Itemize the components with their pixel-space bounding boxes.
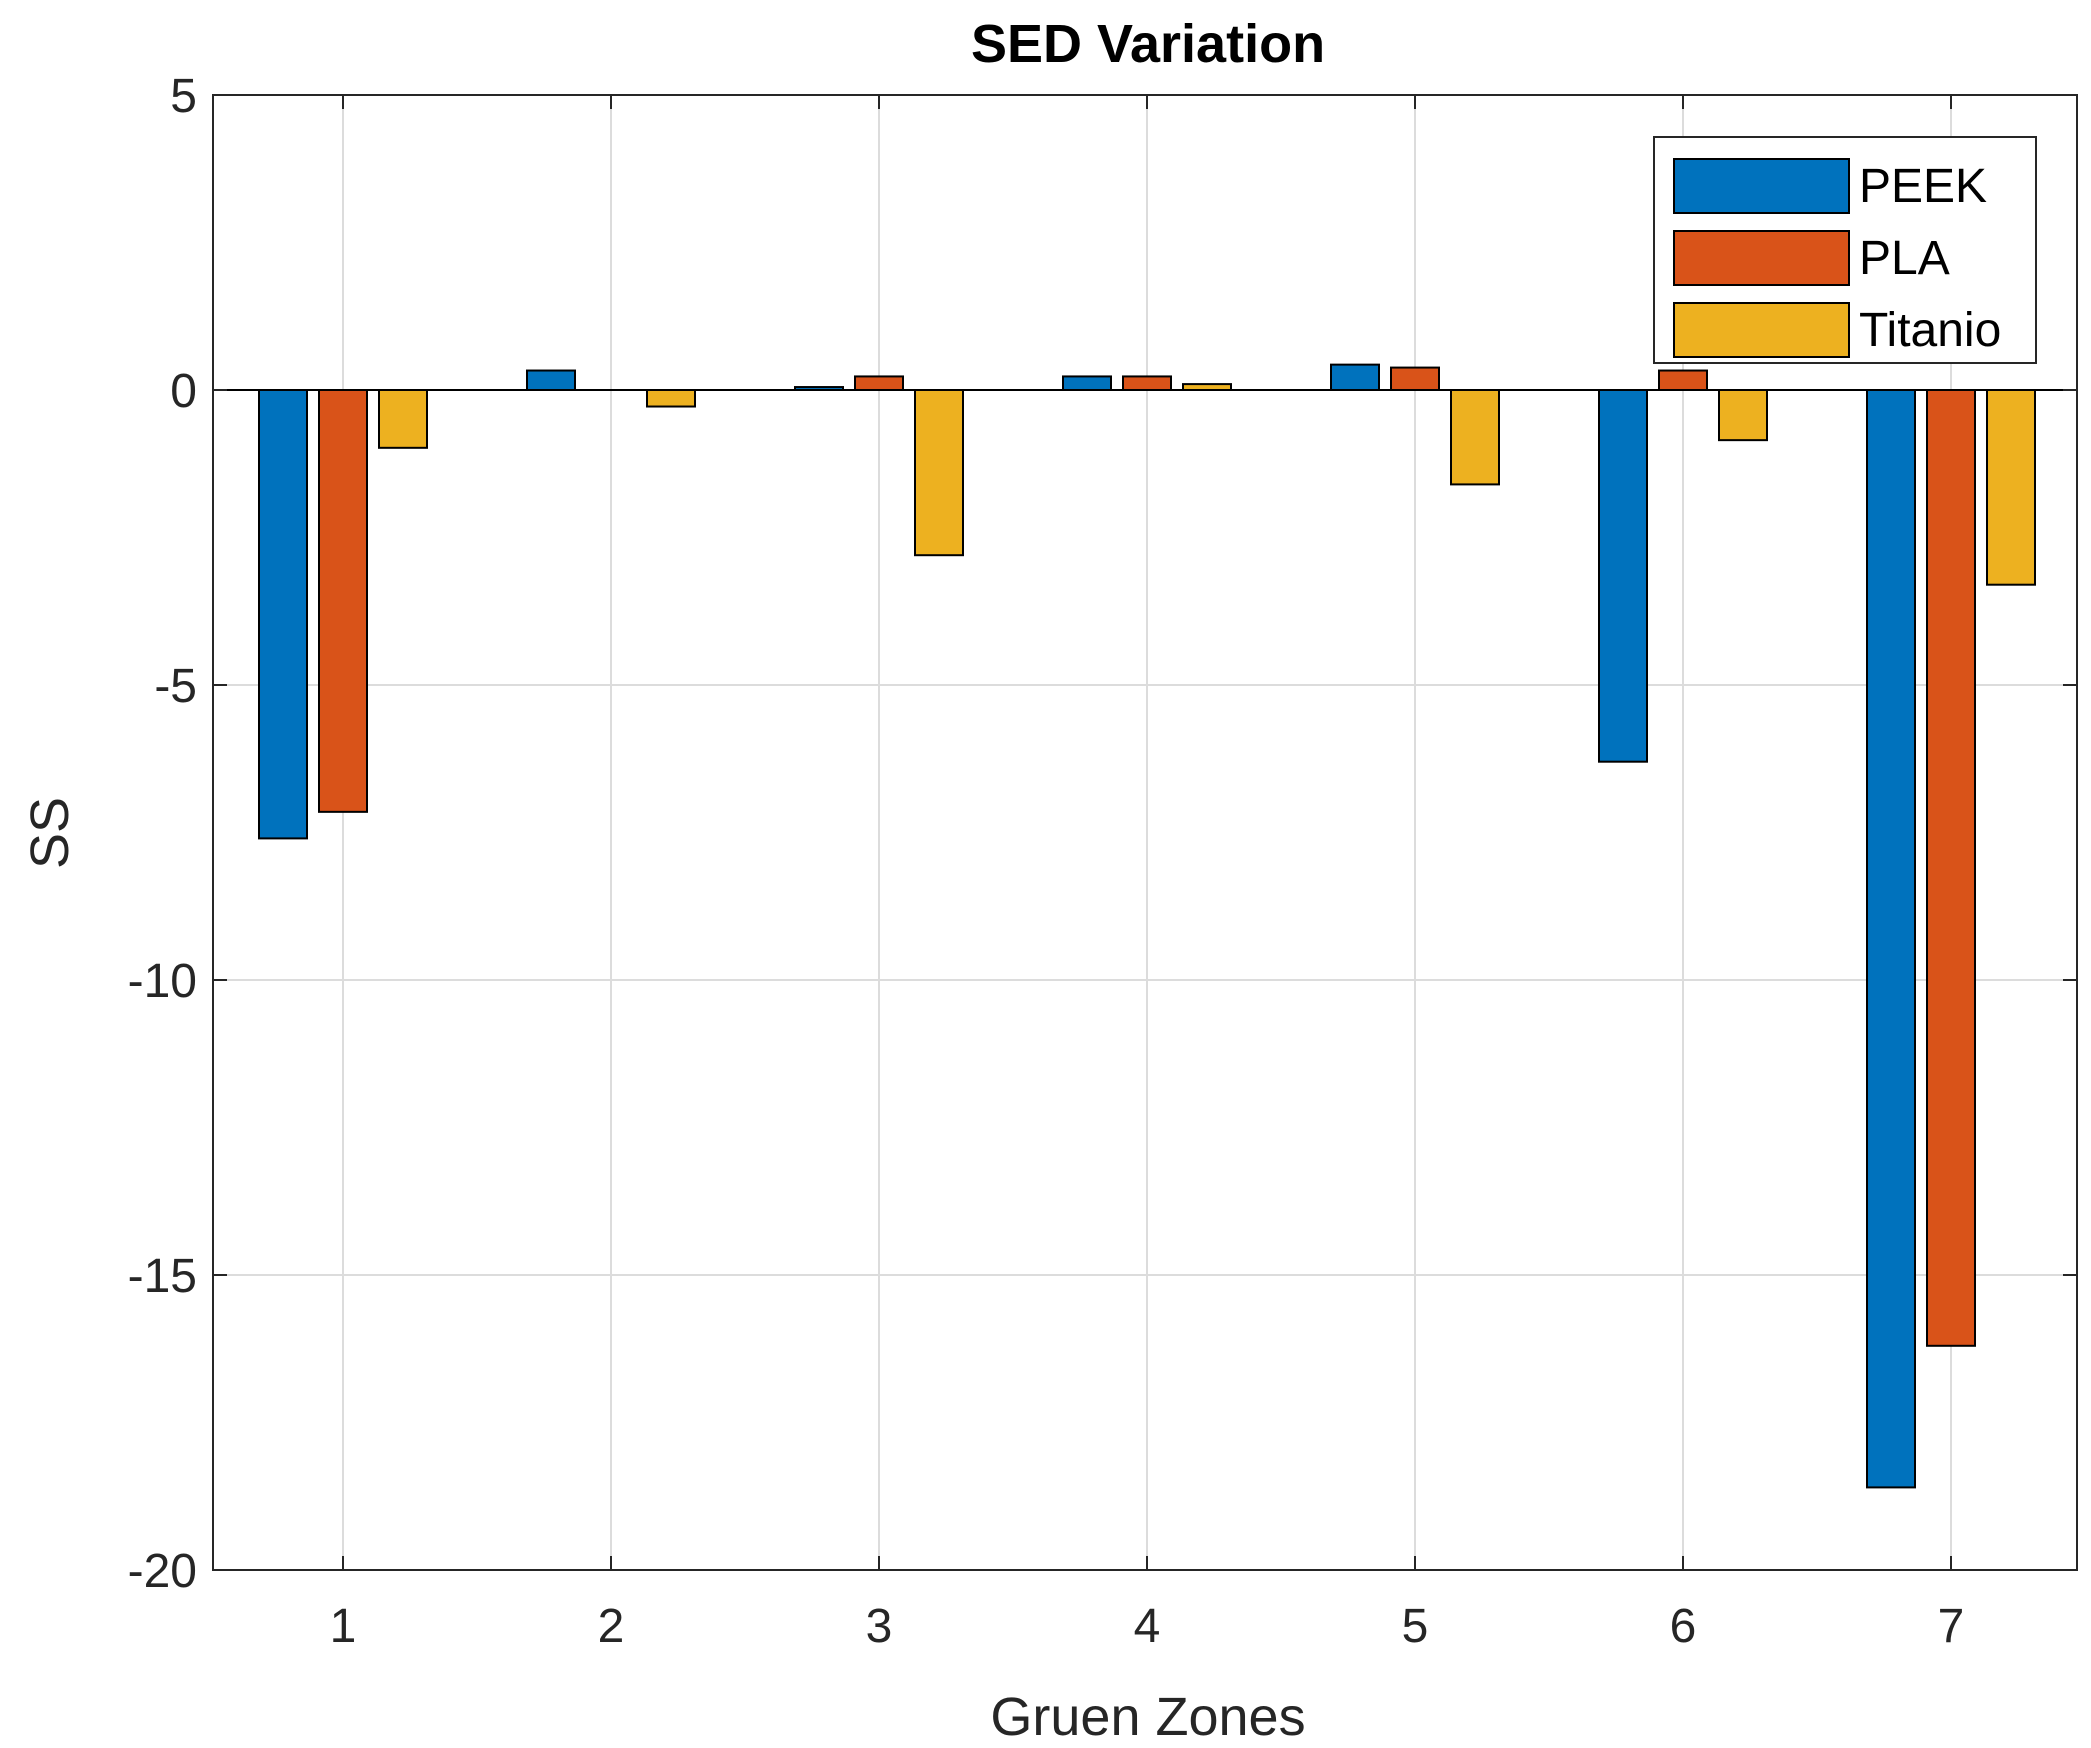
bar-peek-zone-6 [1598,389,1648,763]
legend-label-pla: PLA [1859,232,1950,285]
y-tick-label: 0 [170,365,197,418]
x-tick-label: 7 [1938,1600,1965,1653]
legend-swatch-pla [1673,230,1850,286]
y-tick-label: -20 [128,1545,197,1598]
x-axis-label: Gruen Zones [990,1687,1305,1747]
bar-peek-zone-4 [1062,375,1112,391]
bar-pla-zone-7 [1926,389,1976,1347]
legend-swatch-titanio [1673,302,1850,358]
bar-pla-zone-1 [318,389,368,813]
x-tick-label: 1 [330,1600,357,1653]
bar-peek-zone-5 [1330,363,1380,392]
x-tick-label: 6 [1670,1600,1697,1653]
bar-titanio-zone-3 [914,389,964,557]
x-tick-label: 3 [866,1600,893,1653]
x-tick-label: 4 [1134,1600,1161,1653]
legend-swatch-peek [1673,158,1850,214]
bar-titanio-zone-1 [378,389,428,449]
legend-label-titanio: Titanio [1859,304,2001,357]
x-tick-label: 5 [1402,1600,1429,1653]
chart-title: SED Variation [971,14,1325,74]
bar-titanio-zone-7 [1986,389,2036,586]
bar-titanio-zone-5 [1450,389,1500,486]
bar-pla-zone-4 [1122,375,1172,391]
legend: PEEK PLA Titanio [1653,136,2037,364]
y-tick-label: -10 [128,955,197,1008]
y-tick-label: -5 [154,660,197,713]
axis-ticks: 1 2 3 4 5 6 7 5 0 -5 -10 -15 -20 [128,70,2077,1653]
bar-pla-zone-3 [854,375,904,391]
bar-titanio-zone-2 [646,389,696,408]
bar-peek-zone-2 [526,369,576,391]
y-tick-label: -15 [128,1250,197,1303]
bar-pla-zone-5 [1390,366,1440,391]
bar-peek-zone-7 [1866,389,1916,1489]
bar-titanio-zone-6 [1718,389,1768,442]
legend-label-peek: PEEK [1859,160,1987,213]
y-tick-label: 5 [170,70,197,123]
bar-peek-zone-1 [258,389,308,840]
x-tick-label: 2 [598,1600,625,1653]
plot-frame [212,94,2078,1571]
bar-pla-zone-6 [1658,369,1708,391]
y-axis-label: SS [20,797,80,869]
